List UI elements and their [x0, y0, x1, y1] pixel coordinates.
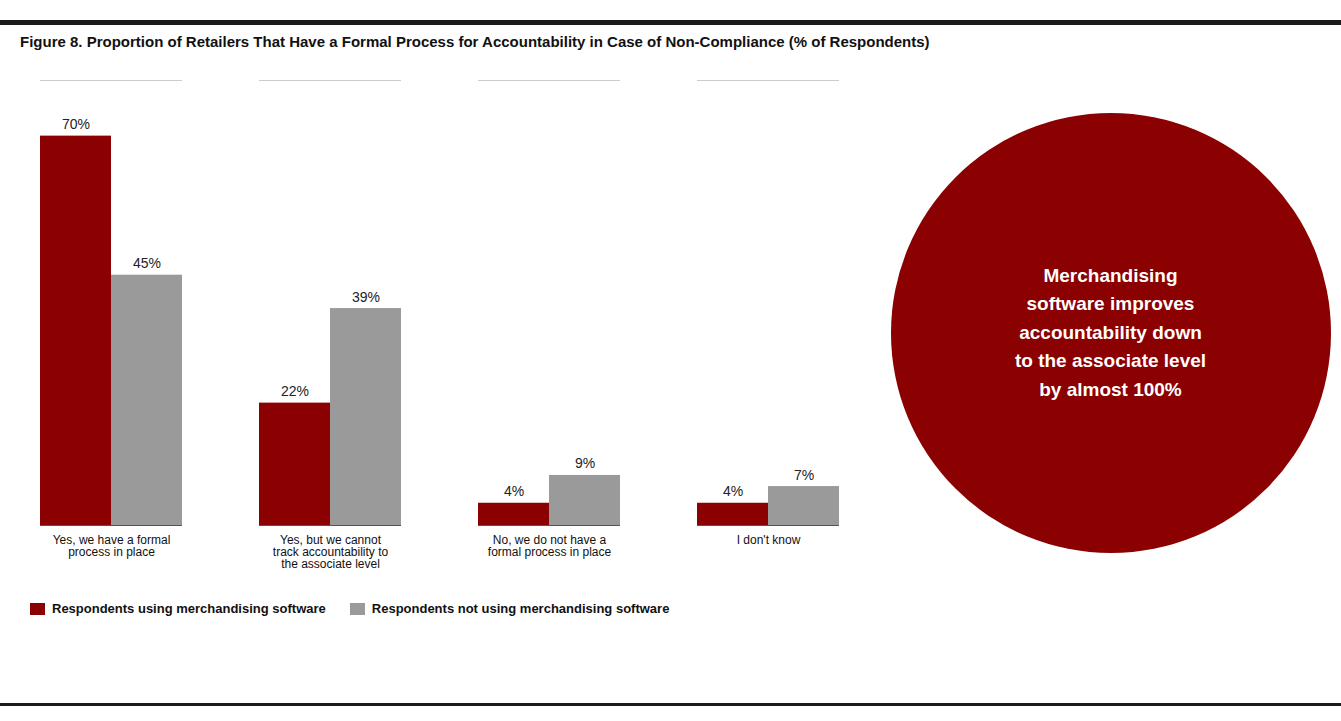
- svg-text:45%: 45%: [133, 255, 161, 271]
- svg-text:I don't know: I don't know: [737, 533, 801, 547]
- svg-text:No, we do not have aformal pro: No, we do not have aformal process in pl…: [488, 533, 612, 559]
- svg-text:4%: 4%: [723, 483, 743, 499]
- svg-text:4%: 4%: [504, 483, 524, 499]
- svg-text:39%: 39%: [352, 289, 380, 305]
- html-text:Respondents using merchandisin: Respondents using merchandising software: [52, 601, 326, 616]
- svg-text:22%: 22%: [281, 383, 309, 399]
- svg-text:9%: 9%: [575, 455, 595, 471]
- svg-text:7%: 7%: [794, 467, 814, 483]
- svg-text:Yes, but we cannottrack accoun: Yes, but we cannottrack accountability t…: [273, 533, 389, 571]
- svg-text:70%: 70%: [62, 116, 90, 132]
- svg-text:Yes, we have a formalprocess i: Yes, we have a formalprocess in place: [53, 533, 171, 559]
- html-text:Merchandising software improve: Merchandising software improves accounta…: [1014, 264, 1207, 400]
- html-text:Figure 8. Proportion of Retail: Figure 8. Proportion of Retailers That H…: [20, 33, 930, 50]
- html-text:Respondents not using merchand: Respondents not using merchandising soft…: [371, 601, 670, 616]
